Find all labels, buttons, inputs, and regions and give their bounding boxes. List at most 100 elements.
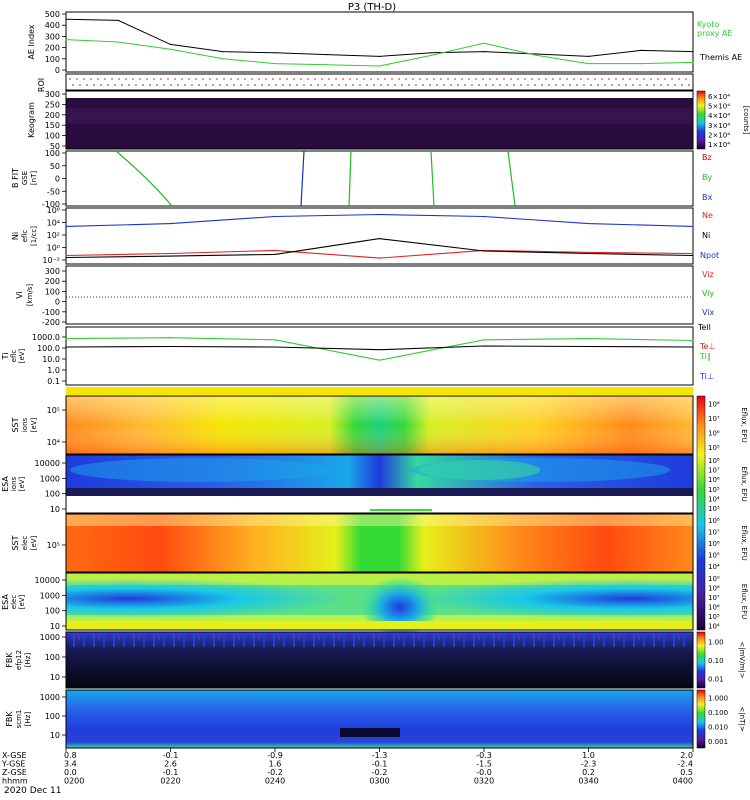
fbk-e-stripe [473,634,475,647]
ae-point [535,54,537,56]
roi-dot-red [440,78,442,80]
fbk-e-stripe [333,634,335,647]
bfit-legend-by: By [702,173,712,182]
roi-dot [625,84,627,86]
fbk-e-stripe [583,634,585,647]
series-point [483,215,485,218]
roi-dot [485,84,487,86]
colorbar-tick-label: 10⁶ [708,429,720,437]
roi-dot-red [538,78,540,80]
y-tick-label: 300 [45,90,60,99]
ae-y-ticks: 500 400 300 200 100 0 [45,10,66,75]
axis-row-value: 0.5 [680,768,693,777]
roi-dot-red [216,78,218,80]
roi-dot [289,84,291,86]
axis-row-value: 0340 [578,777,598,786]
roi-dot [79,84,81,86]
roi-dot [513,84,515,86]
y-tick-label: 10000 [35,576,60,585]
axis-row-value: 3.4 [64,760,77,769]
roi-dot [366,84,368,86]
ae-point [117,41,119,43]
ae-point [65,39,67,41]
fbk-e-stripe [263,634,265,647]
fbk-e-stripe [503,634,505,647]
axis-row-value: 2.6 [164,760,177,769]
fbk-e-stripe [428,634,430,640]
fbk-b-ylabel: FBK [5,711,14,727]
fbk-e-stripe [213,634,215,647]
fbk-e-stripe [353,634,355,647]
colorbar-label: Eflux, EFU [740,525,748,560]
keogram-frame [65,90,694,150]
fbk-b-panel: 1000 100 10 FBK scm1 [Hz] 1.000 0.100 0.010 0… [5,689,746,749]
roi-dot [373,84,375,86]
fbk-e-stripe [128,634,130,640]
roi-dot-red [300,78,302,80]
roi-dot [499,84,501,86]
fbk-e-stripe [538,634,540,640]
esa-ions-panel: 10000 1000 100 10 ESA ions [eV] [1,454,694,514]
bfit-legend-bx: Bx [702,193,712,202]
colorbar-tick-label: 1×10⁴ [708,141,730,149]
sst-ions-panel: 10⁵ 10⁴ SST ions [eV] [11,395,694,455]
colorbar-tick-label: 10⁵ [708,613,720,621]
fbk-e-stripe [683,634,685,647]
esa-ions-ylabel2: ions [10,476,18,491]
colorbar-tick-label: 0.001 [708,738,728,746]
sst-ions-shade [66,396,693,454]
fbk-e-stripe [603,634,605,647]
axis-row-value: -0.0 [476,768,492,777]
roi-dot-red [251,78,253,80]
colorbar-tick-label: 0.10 [708,657,724,665]
axis-row-value: -0.3 [476,751,492,760]
roi-dot [205,84,207,86]
ae-legend-proxy: proxy AE [697,29,732,38]
fbk-b-cbar-label: <|nT|> [738,706,746,731]
series-point [65,256,67,259]
roi-dot-red [545,78,547,80]
y-tick-label: 0 [55,298,60,307]
colorbar-tick-label: 5×10⁴ [708,103,730,111]
fbk-e-stripe [328,634,330,640]
roi-dot [380,84,382,86]
axis-row-value: -2.4 [677,760,693,769]
fbk-e-stripe [68,634,70,640]
roi-dot-red [132,78,134,80]
fbk-e-stripe [243,634,245,647]
roi-dot-red [230,78,232,80]
roi-dot-red [181,78,183,80]
roi-dot-red [629,78,631,80]
fbk-b-colorbar [696,689,706,749]
roi-dot-red [496,78,498,80]
colorbar-tick-label: 3×10⁴ [708,122,730,130]
fbk-b-unit: [Hz] [24,712,32,727]
bfit-frame [65,150,694,207]
fbk-e-stripe [408,634,410,640]
y-tick-label: -50 [47,187,60,196]
bx-trace [300,150,305,207]
fbk-e-stripe [203,634,205,647]
series-line [65,213,694,227]
esa-elec-ylabel2: elec [10,595,18,610]
series-point [65,225,67,227]
fbk-e-stripe [518,634,520,640]
colorbar-tick-label: 10⁷ [708,415,720,423]
fbk-e-panel: 1000 100 10 FBK efp12 [Hz] 1.00 0.10 0.01 <|… [5,631,746,689]
y-tick-label: 300 [45,267,60,276]
series-point [483,339,485,341]
fbk-e-stripe [423,634,425,647]
roi-dot-red [405,78,407,80]
y-tick-label: 10 [50,505,60,514]
quality-strip [66,387,693,395]
fbk-e-stripe [223,634,225,647]
colorbar-tick-label: 0.01 [708,676,724,684]
roi-dot [212,84,214,86]
fbk-e-stripe [458,634,460,640]
roi-dot-red [426,78,428,80]
ae-point [169,48,172,50]
fbk-e-colorbar-ticks: 1.00 0.10 0.01 [708,638,724,683]
y-tick-label: 100 [45,149,60,158]
series-point [378,349,381,351]
fbk-e-stripe [138,634,140,640]
